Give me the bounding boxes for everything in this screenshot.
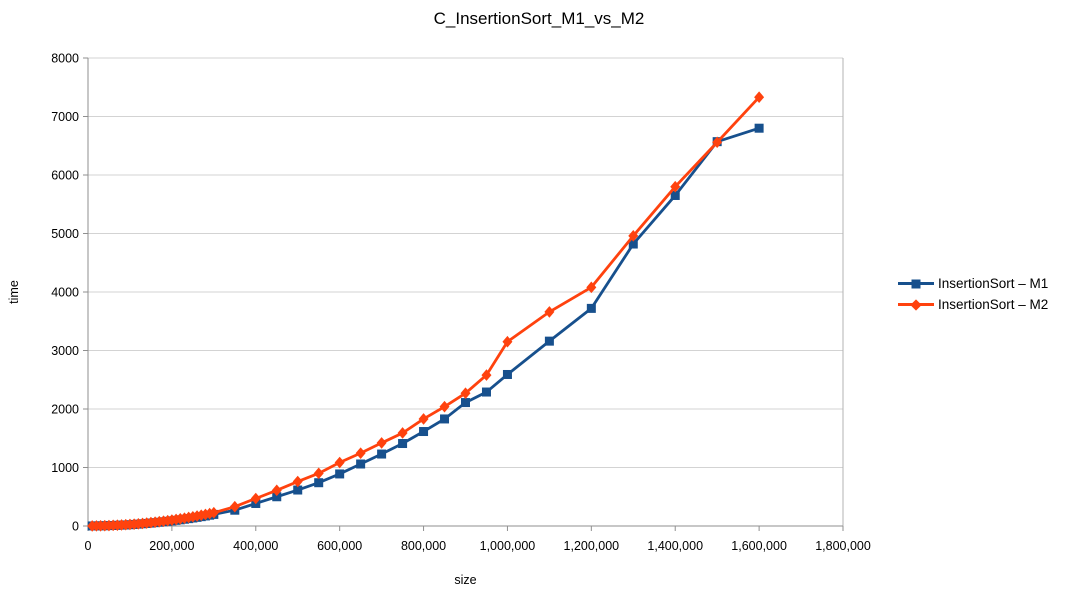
- x-axis-title: size: [454, 573, 477, 587]
- data-point-diamond: [250, 492, 261, 505]
- data-point-diamond: [544, 306, 555, 318]
- y-tick-label: 4000: [51, 286, 79, 300]
- y-tick-label: 7000: [51, 110, 79, 124]
- x-tick-label: 0: [85, 539, 92, 553]
- y-tick-label: 2000: [51, 403, 79, 417]
- y-tick-label: 3000: [51, 344, 79, 358]
- y-axis-title: time: [7, 280, 21, 304]
- chart-title: C_InsertionSort_M1_vs_M2: [433, 9, 645, 28]
- data-point-diamond: [502, 335, 513, 348]
- data-point-square: [398, 439, 408, 449]
- data-point-square: [544, 336, 554, 346]
- data-point-diamond: [586, 281, 597, 294]
- data-point-diamond: [229, 500, 240, 513]
- data-point-diamond: [439, 400, 450, 413]
- data-point-square: [586, 303, 596, 313]
- series-line-2: [92, 96, 761, 528]
- legend-entry-m2: InsertionSort – M2: [898, 294, 1048, 315]
- legend-line-sample-m1: [898, 279, 934, 288]
- series-line-1: [92, 126, 760, 528]
- y-tick-label: 0: [72, 520, 79, 534]
- data-point-diamond: [334, 456, 345, 469]
- y-tick-label: 8000: [51, 52, 79, 66]
- x-tick-label: 400,000: [233, 539, 278, 553]
- data-point-diamond: [397, 427, 408, 439]
- legend-entry-m1: InsertionSort – M1: [898, 273, 1048, 294]
- data-point-square: [377, 449, 387, 459]
- x-tick-label: 1,200,000: [564, 539, 620, 553]
- data-point-square: [670, 190, 680, 200]
- x-tick-label: 1,800,000: [815, 539, 871, 553]
- data-point-square: [440, 414, 450, 424]
- data-point-diamond: [460, 387, 471, 400]
- data-point-diamond: [754, 91, 765, 103]
- x-tick-label: 1,600,000: [731, 539, 787, 553]
- data-point-square: [628, 239, 638, 249]
- y-tick-label: 6000: [51, 169, 79, 183]
- data-point-square: [335, 469, 345, 479]
- data-point-diamond: [208, 506, 219, 519]
- chart-legend: InsertionSort – M1 InsertionSort – M2: [898, 273, 1048, 315]
- diamond-marker-icon: [910, 298, 922, 311]
- data-point-diamond: [712, 136, 723, 149]
- y-tick-label: 5000: [51, 227, 79, 241]
- data-point-square: [481, 387, 491, 397]
- data-point-diamond: [628, 230, 639, 242]
- data-point-diamond: [670, 180, 681, 193]
- legend-label-m2: InsertionSort – M2: [938, 297, 1049, 312]
- y-tick-label: 1000: [51, 461, 79, 475]
- legend-line-sample-m2: [898, 298, 934, 311]
- data-point-square: [754, 123, 764, 133]
- data-point-square: [461, 398, 470, 408]
- data-point-diamond: [292, 475, 303, 488]
- legend-label-m1: InsertionSort – M1: [938, 276, 1049, 291]
- data-point-diamond: [418, 413, 429, 425]
- data-point-square: [502, 369, 512, 379]
- data-point-square: [356, 459, 366, 469]
- x-tick-label: 600,000: [317, 539, 362, 553]
- data-point-diamond: [355, 447, 366, 459]
- x-tick-label: 800,000: [401, 539, 446, 553]
- x-tick-label: 1,000,000: [480, 539, 536, 553]
- data-point-diamond: [481, 369, 492, 381]
- x-tick-label: 1,400,000: [647, 539, 703, 553]
- data-point-square: [314, 478, 324, 488]
- data-point-diamond: [271, 484, 282, 497]
- data-point-diamond: [313, 467, 324, 480]
- data-point-diamond: [376, 437, 387, 449]
- data-point-square: [293, 485, 303, 495]
- data-point-square: [419, 427, 429, 437]
- square-marker-icon: [911, 279, 921, 288]
- data-point-square: [272, 492, 282, 502]
- x-tick-label: 200,000: [149, 539, 194, 553]
